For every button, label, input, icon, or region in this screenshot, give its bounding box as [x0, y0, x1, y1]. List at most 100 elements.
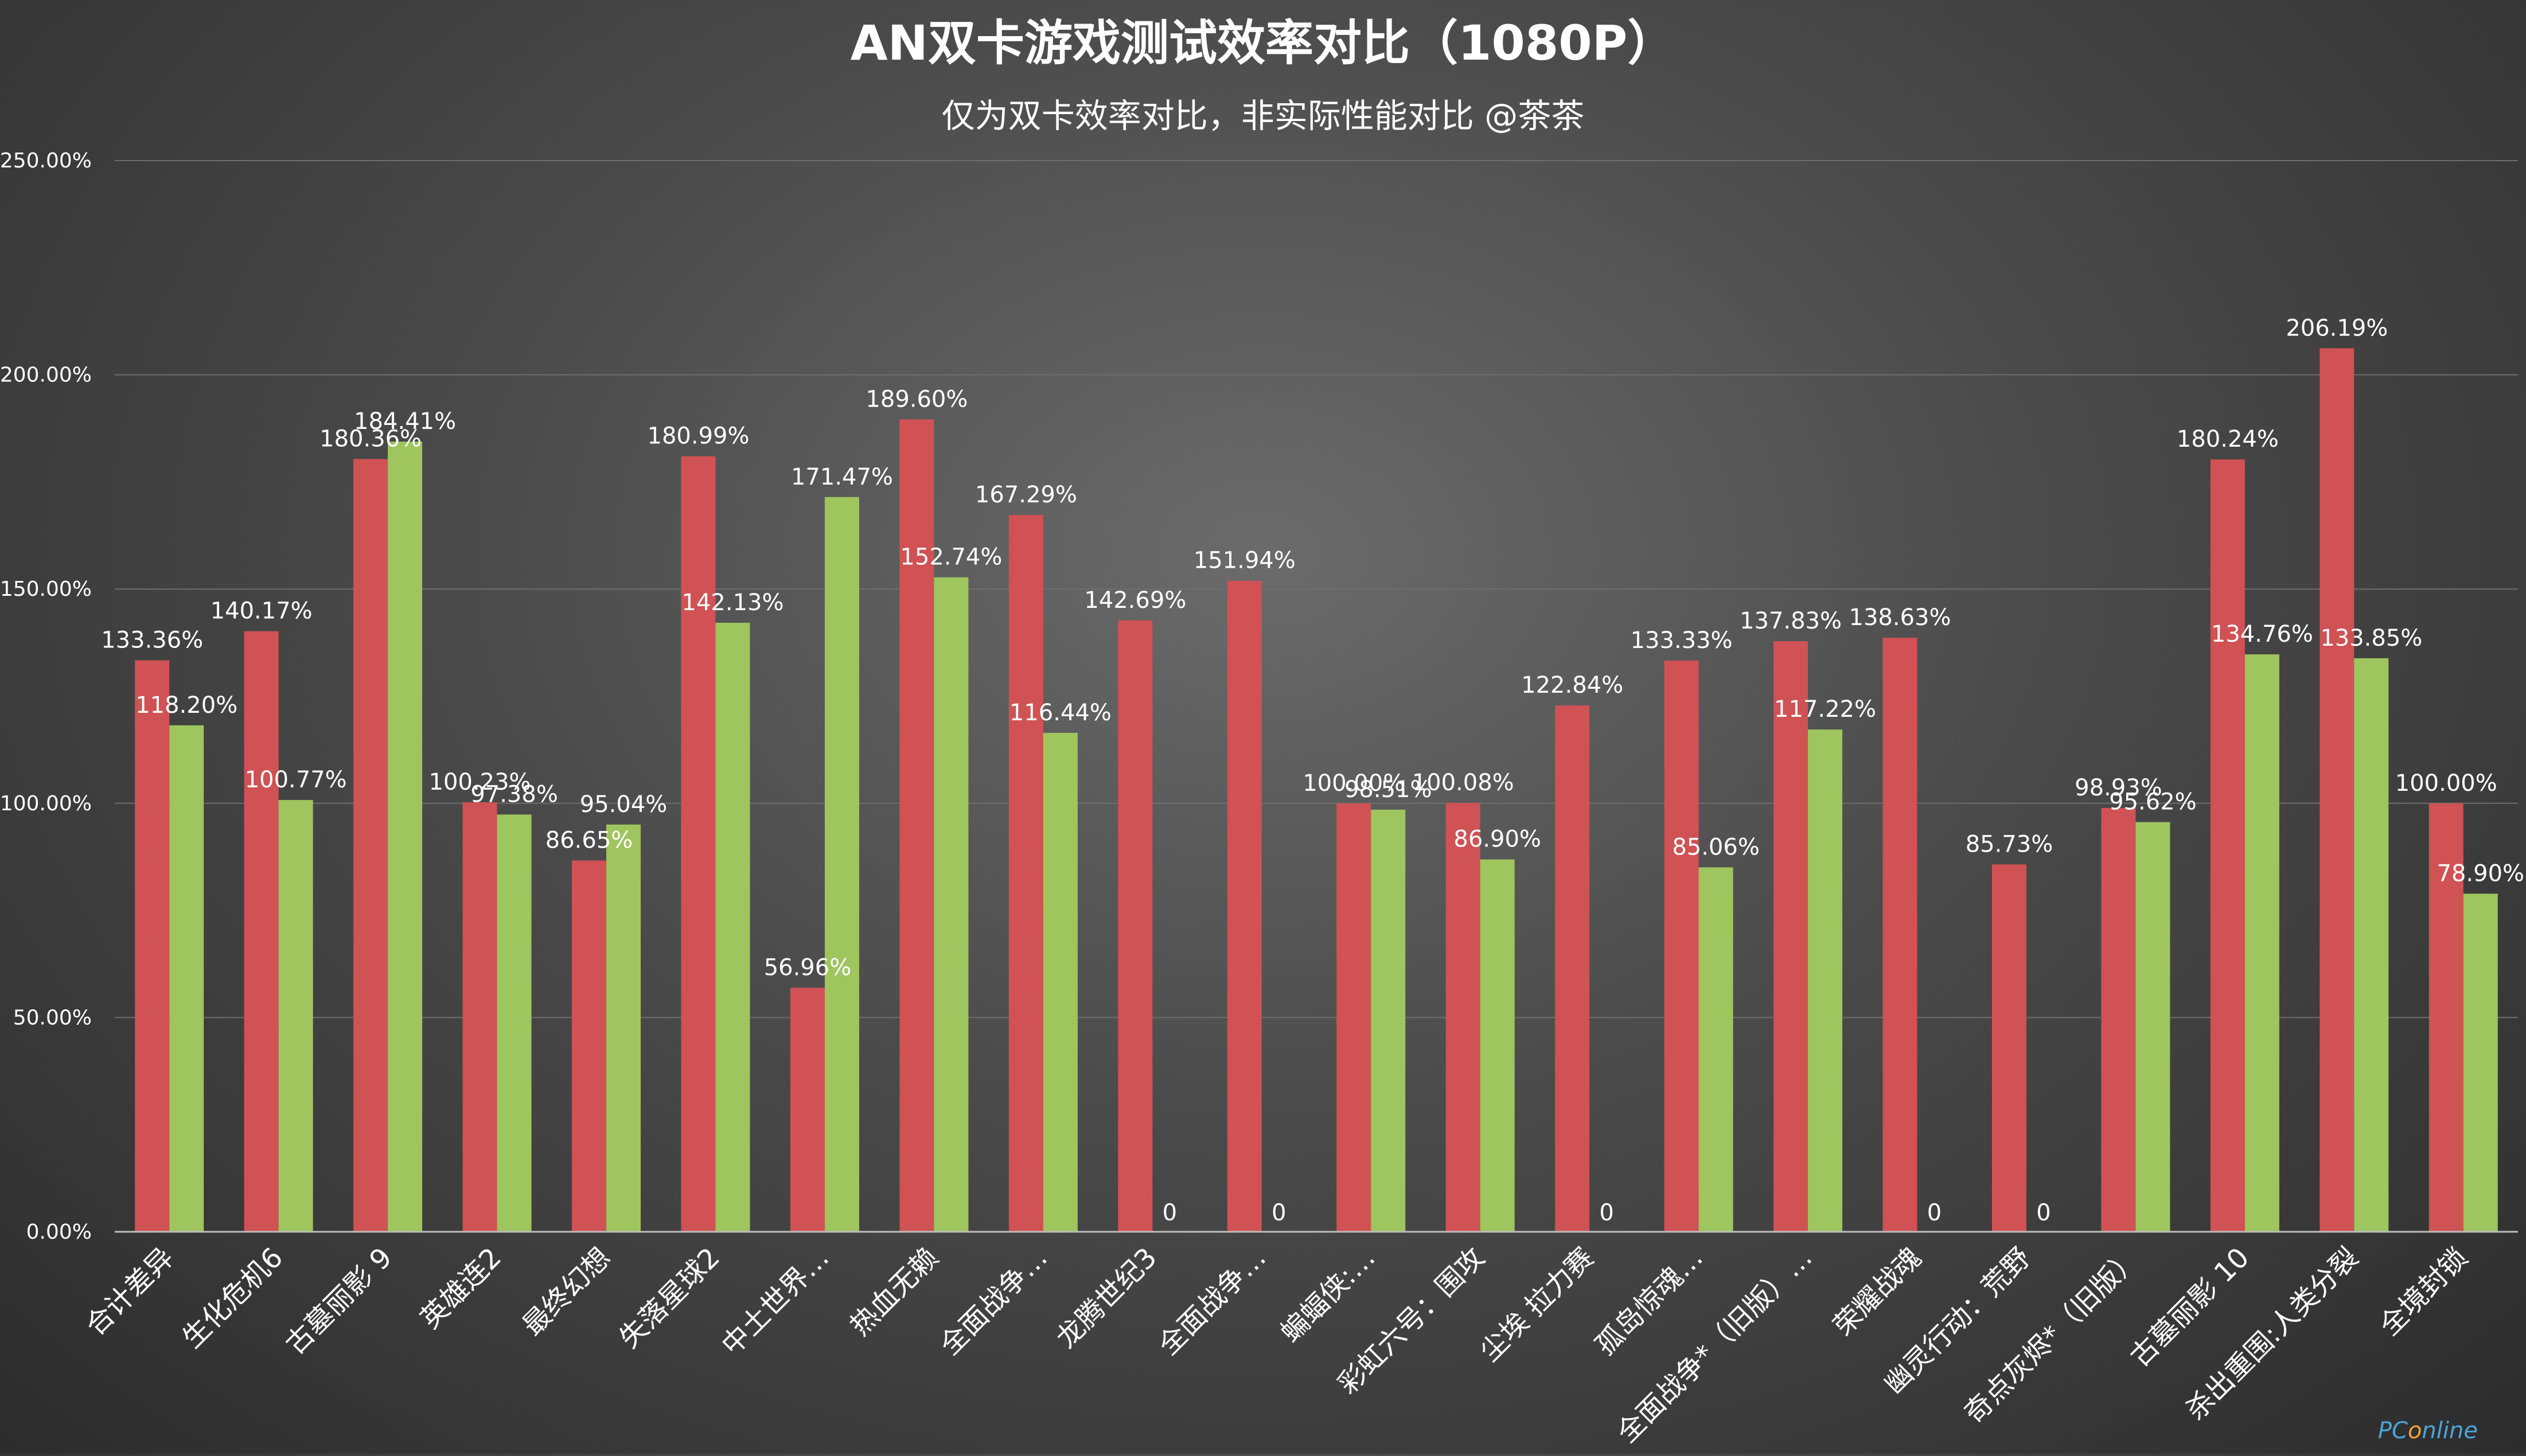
x-tick-label: 全面战争…: [1152, 1242, 1272, 1361]
chart-subtitle: 仅为双卡效率对比，非实际性能对比 @茶茶: [942, 96, 1584, 135]
data-label-series-1: 180.24%: [2177, 426, 2279, 452]
data-label-series-2: 100.77%: [245, 767, 347, 793]
data-label-series-1: 140.17%: [210, 598, 313, 624]
bar-series-2: [2463, 893, 2498, 1232]
bar-series-1: [2210, 459, 2245, 1232]
data-label-series-1: 189.60%: [866, 386, 968, 412]
bar-series-1: [1118, 620, 1153, 1232]
bar-series-2: [1371, 809, 1406, 1232]
x-tick-label: 孤岛惊魂…: [1589, 1242, 1709, 1361]
bar-series-2: [497, 814, 532, 1232]
bar-series-2: [934, 577, 969, 1232]
data-label-series-2: 0: [1272, 1200, 1286, 1226]
bar-series-2: [1043, 732, 1078, 1232]
x-tick-label: 全境封锁: [2373, 1242, 2474, 1342]
x-tick-label: 蝙蝠侠:…: [1274, 1242, 1382, 1349]
x-tick-label: 中土世界…: [715, 1242, 835, 1361]
data-label-series-2: 118.20%: [135, 692, 237, 719]
data-labels: 133.36% 118.20% 140.17% 100.77% 180.36%184.4…: [101, 315, 2524, 1226]
x-tick-label: 龙腾世纪3: [1050, 1242, 1163, 1354]
bar-series-1: [462, 802, 497, 1232]
data-label-series-2: 0: [1599, 1200, 1613, 1226]
data-label-series-1: 167.29%: [975, 482, 1077, 508]
data-label-series-1: 180.36%: [319, 426, 422, 452]
bar-series-1: [2428, 803, 2463, 1232]
watermark-logo: PConline: [2378, 1418, 2478, 1444]
data-label-series-1: 86.65%: [545, 827, 633, 854]
bar-series-1: [1991, 864, 2026, 1232]
bar-series-1: [790, 987, 825, 1232]
data-label-series-1: 98.93%: [2075, 775, 2162, 801]
data-label-series-2: 116.44%: [1009, 700, 1112, 726]
data-label-series-1: 100.08%: [1412, 770, 1514, 796]
data-label-series-2: 171.47%: [791, 464, 893, 490]
bar-series-1: [1555, 705, 1590, 1232]
x-tick-label: 热血无赖: [844, 1242, 945, 1342]
bars: [135, 348, 2498, 1232]
y-tick-label: 0.00%: [26, 1220, 92, 1244]
data-label-series-2: 0: [1163, 1200, 1177, 1226]
data-label-series-1: 56.96%: [764, 954, 852, 981]
bar-series-2: [715, 623, 750, 1232]
data-label-series-1: 133.33%: [1631, 627, 1733, 654]
bar-series-1: [899, 419, 934, 1232]
x-tick-label: 生化危机6: [176, 1242, 289, 1354]
y-tick-label: 50.00%: [13, 1006, 92, 1029]
bar-series-1: [572, 860, 607, 1232]
data-label-series-2: 78.90%: [2437, 860, 2525, 887]
y-tick-label: 250.00%: [0, 149, 92, 173]
data-label-series-1: 100.00%: [2395, 770, 2497, 797]
x-tick-label: 英雄连2: [414, 1242, 508, 1335]
data-label-series-2: 95.04%: [580, 791, 668, 818]
bar-series-1: [1227, 580, 1262, 1232]
data-label-series-1: 85.73%: [1966, 831, 2053, 857]
data-label-series-2: 85.06%: [1672, 834, 1760, 860]
bar-series-1: [1882, 638, 1917, 1232]
data-label-series-1: 133.36%: [101, 627, 203, 654]
y-tick-label: 100.00%: [0, 792, 92, 815]
bar-series-2: [1808, 729, 1843, 1232]
x-tick-label: 全面战争…: [934, 1242, 1054, 1361]
bar-series-1: [2101, 807, 2136, 1232]
bar-series-2: [824, 497, 859, 1232]
bar-series-1: [353, 459, 388, 1232]
data-label-series-1: 151.94%: [1194, 548, 1296, 574]
bar-series-2: [1698, 867, 1733, 1232]
x-tick-label: 失落星球2: [613, 1242, 726, 1354]
data-label-series-2: 134.76%: [2211, 621, 2313, 647]
data-label-series-1: 180.99%: [648, 423, 750, 450]
bar-series-2: [169, 725, 204, 1232]
data-label-series-1: 100.23%: [429, 769, 531, 795]
data-label-series-2: 98.51%: [1344, 776, 1432, 803]
bar-series-1: [1336, 803, 1371, 1232]
data-label-series-1: 138.63%: [1849, 604, 1951, 631]
bar-series-1: [1008, 515, 1043, 1232]
bar-series-2: [388, 442, 423, 1232]
bar-series-1: [135, 660, 170, 1232]
bar-series-2: [2244, 654, 2279, 1232]
y-tick-label: 150.00%: [0, 577, 92, 601]
data-label-series-1: 206.19%: [2286, 315, 2388, 341]
bar-series-2: [278, 800, 313, 1232]
bar-series-2: [1480, 859, 1515, 1232]
x-tick-label: 最终幻想: [516, 1242, 617, 1342]
x-tick-label: 合计差异: [79, 1242, 180, 1342]
bar-series-2: [606, 824, 641, 1232]
bar-series-1: [1445, 803, 1480, 1232]
data-label-series-2: 0: [2036, 1200, 2051, 1226]
data-label-series-2: 86.90%: [1453, 826, 1541, 853]
data-label-series-2: 95.62%: [2109, 789, 2197, 815]
data-label-series-2: 0: [1927, 1200, 1942, 1226]
chart-title: AN双卡游戏测试效率对比（1080P）: [851, 15, 1676, 71]
x-tick-label: 全面战争*（旧版）…: [1611, 1242, 1818, 1449]
bar-series-1: [681, 456, 716, 1232]
data-label-series-1: 122.84%: [1521, 672, 1623, 698]
x-tick-label: 荣耀战魂: [1827, 1242, 1928, 1342]
bar-series-1: [2320, 348, 2355, 1232]
data-label-series-2: 184.41%: [354, 408, 456, 435]
bar-series-2: [2354, 658, 2389, 1232]
data-label-series-1: 142.69%: [1084, 587, 1186, 614]
